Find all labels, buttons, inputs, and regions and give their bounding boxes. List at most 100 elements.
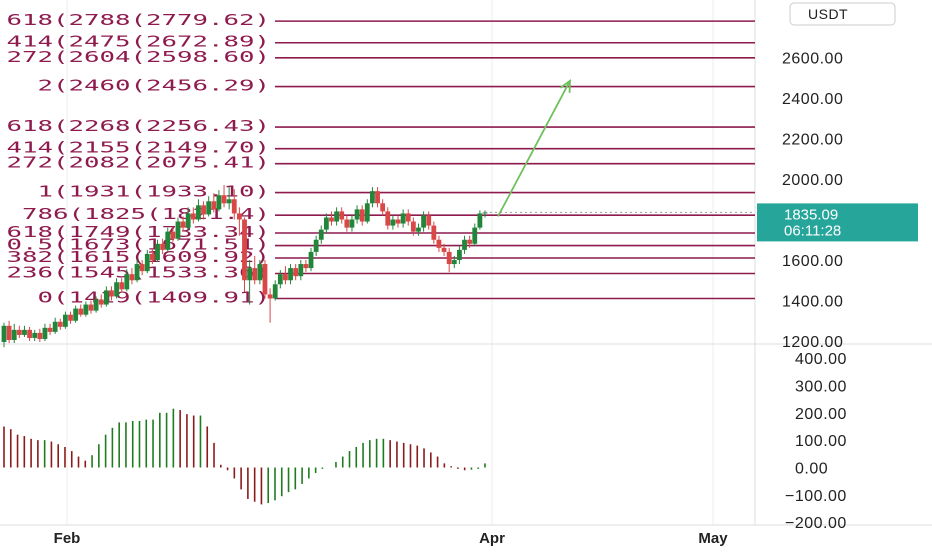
candle-body <box>57 321 63 327</box>
candle <box>390 215 396 230</box>
candle-body <box>170 231 176 239</box>
candle-body <box>410 221 416 232</box>
candle-body <box>42 327 48 339</box>
price-tick-label: 1400.00 <box>782 294 843 311</box>
price-tick-label: 2000.00 <box>782 172 843 189</box>
candle <box>170 226 176 242</box>
candle <box>421 211 426 232</box>
candle-body <box>349 219 355 228</box>
candle <box>165 227 171 252</box>
candle <box>477 210 483 230</box>
candle-body <box>211 201 217 210</box>
candle-body <box>216 195 222 210</box>
fib-label: 0(1419(1409.91) <box>38 288 271 306</box>
candle-body <box>416 227 421 232</box>
candle <box>236 207 242 236</box>
candle-body <box>247 268 253 281</box>
candle-body <box>318 229 324 240</box>
fib-label: 272(2604(2598.60) <box>7 48 271 66</box>
fib-level[interactable]: 0.5(1673(1671.51) <box>7 236 756 254</box>
candle <box>68 311 73 324</box>
fib-level[interactable]: 2(2460(2456.29) <box>38 77 756 95</box>
candle <box>22 325 27 337</box>
candle <box>119 278 125 293</box>
candle <box>426 211 432 230</box>
candle-body <box>129 274 135 281</box>
candle-body <box>446 251 452 265</box>
candle-body <box>196 205 201 220</box>
candle-body <box>134 264 140 281</box>
candle-body <box>180 221 186 228</box>
candle-body <box>267 294 273 299</box>
candle <box>27 326 32 341</box>
candle <box>98 294 104 308</box>
candle <box>416 223 421 236</box>
projection-arrow[interactable] <box>485 78 755 217</box>
candle <box>109 286 114 301</box>
fibonacci-levels[interactable]: 618(2788(2779.62) 414(2475(2672.89)272(26… <box>7 11 756 306</box>
fib-level[interactable]: 272(2604(2598.60) <box>7 48 756 66</box>
candle-body <box>477 213 483 228</box>
candle-body <box>293 268 299 277</box>
candle-body <box>119 282 125 290</box>
candle <box>467 235 473 248</box>
fib-level[interactable]: 1(1931(1933.10) <box>38 183 756 201</box>
grid-layer <box>0 0 932 526</box>
candle-body <box>27 329 32 338</box>
fib-level[interactable]: 272(2082(2075.41) <box>7 154 756 172</box>
currency-badge[interactable]: USDT <box>789 2 896 26</box>
candle-body <box>11 329 17 340</box>
candle <box>6 320 12 344</box>
candle-body <box>52 321 58 332</box>
candle-body <box>375 191 380 204</box>
candle <box>441 243 447 256</box>
currency-label: USDT <box>808 6 848 22</box>
candle <box>175 217 181 241</box>
candle <box>144 249 150 274</box>
fib-level[interactable]: 414(2475(2672.89) <box>7 33 756 51</box>
last-price-tag-box <box>757 203 918 242</box>
candle-body <box>472 227 478 244</box>
candle-body <box>426 215 432 226</box>
fib-label: 1(1931(1933.10) <box>38 183 271 201</box>
candle <box>303 260 309 273</box>
candle <box>262 260 268 299</box>
candle-body <box>313 239 319 252</box>
candle <box>436 235 442 252</box>
fib-level[interactable]: 236(1545(1533.36) <box>7 263 756 281</box>
candle-body <box>395 219 401 224</box>
candle-body <box>155 243 160 260</box>
fib-label: 0.5(1673(1671.51) <box>7 236 271 254</box>
candle <box>226 187 232 210</box>
arrow-line[interactable] <box>497 80 571 217</box>
price-tick-label: 2400.00 <box>782 91 843 108</box>
candle-body <box>400 213 406 224</box>
candle <box>47 323 53 335</box>
candle-body <box>103 290 109 305</box>
candle-body <box>73 308 79 321</box>
candle <box>185 207 191 230</box>
fib-level[interactable]: 618(2788(2779.62) <box>7 11 756 29</box>
candle <box>134 260 140 283</box>
fib-level[interactable]: 618(2268(2256.43) <box>7 117 756 135</box>
fib-level[interactable]: 0(1419(1409.91) <box>38 288 756 306</box>
candle-body <box>47 327 53 332</box>
fib-level[interactable]: 414(2155(2149.70) <box>7 139 756 157</box>
candle-body <box>93 299 99 311</box>
candle-body <box>139 264 145 272</box>
candle <box>73 305 79 323</box>
fib-level[interactable]: 382(1615(1609.92) <box>7 248 756 266</box>
fib-level[interactable]: 618(1749(1733.34) <box>7 223 756 241</box>
candle-body <box>329 217 334 222</box>
candle-body <box>16 329 22 335</box>
indicator-tick-label: 100.00 <box>795 433 847 450</box>
candle <box>313 235 319 256</box>
candle <box>334 207 340 226</box>
fib-label: 272(2082(2075.41) <box>7 154 271 172</box>
last-price-value: 1835.09 <box>784 206 838 223</box>
candle-body <box>83 304 89 315</box>
candle <box>206 196 212 217</box>
arrow-head <box>559 78 571 93</box>
